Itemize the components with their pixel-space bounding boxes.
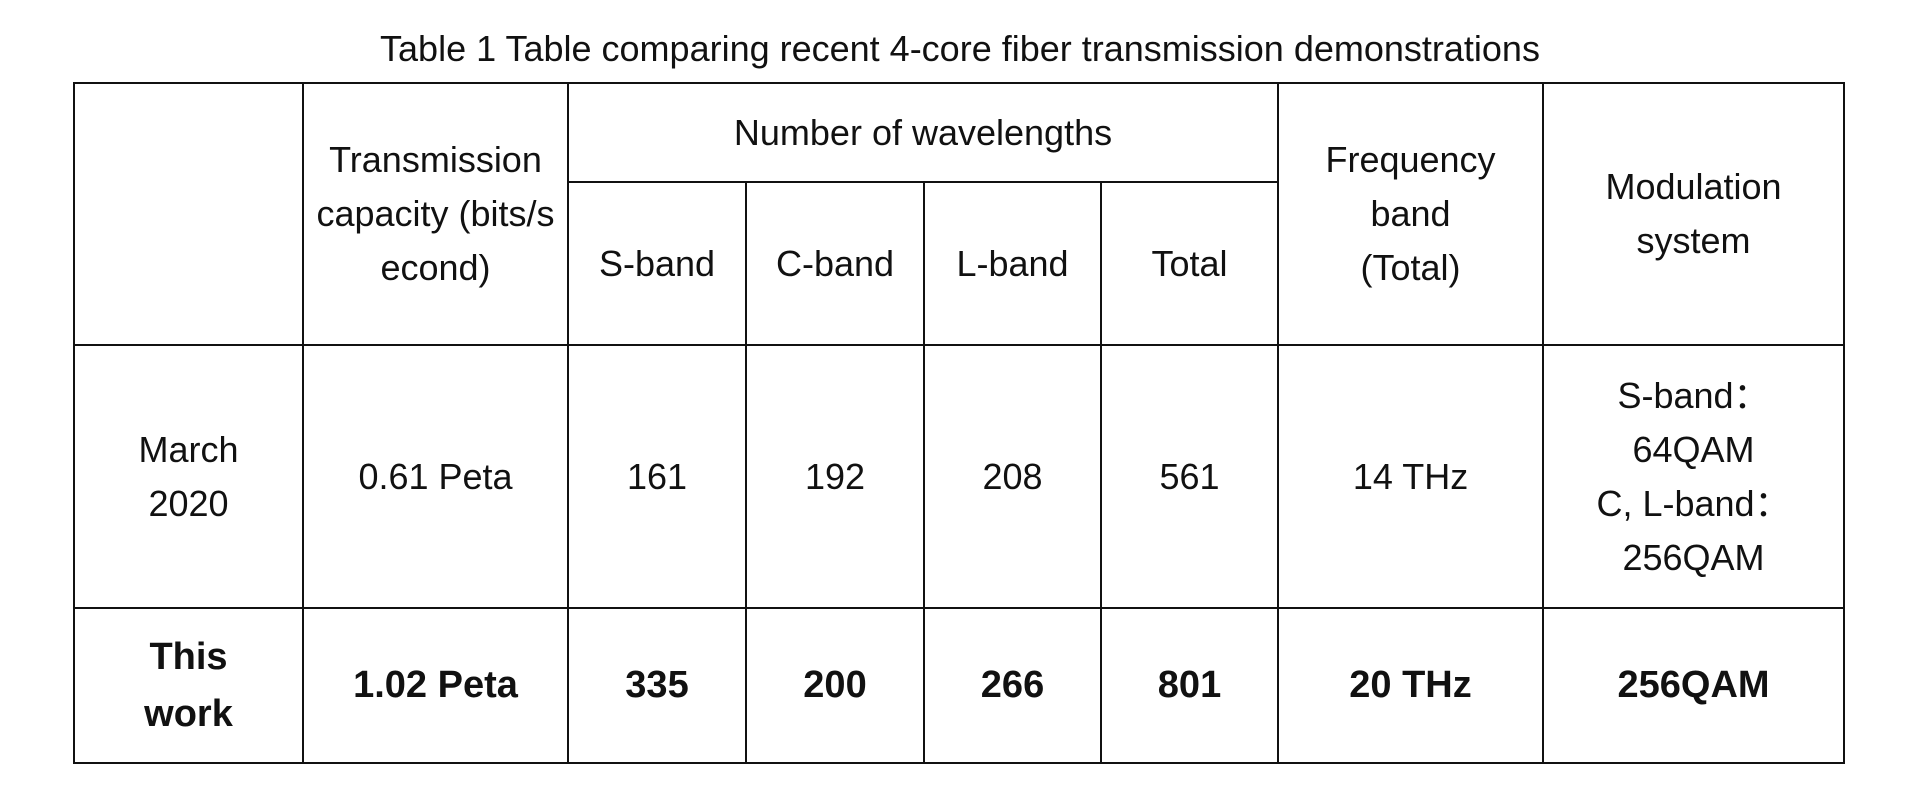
table-cell: 266	[923, 607, 1102, 764]
header-cell: Modulation system	[1542, 82, 1846, 346]
header-cell: Number of wavelengths	[566, 82, 1280, 183]
table-cell: 192	[745, 344, 925, 609]
table-cell: 335	[567, 607, 747, 764]
table-cell: S-band： 64QAM C, L-band： 256QAM	[1542, 344, 1846, 609]
table-cell: 14 THz	[1277, 344, 1545, 609]
cell-line: 64QAM	[1632, 428, 1755, 470]
cell-line: 256QAM	[1622, 536, 1765, 578]
table-cell: 0.61 Peta	[302, 344, 569, 609]
table-cell: March 2020	[73, 344, 304, 609]
header-cell: Total	[1099, 181, 1280, 346]
table-cell: This work	[73, 607, 304, 764]
header-cell: Frequency band (Total)	[1277, 82, 1545, 346]
header-cell: C-band	[745, 181, 925, 346]
table-cell: 208	[923, 344, 1102, 609]
table-cell: 20 THz	[1277, 607, 1545, 764]
header-cell: L-band	[923, 181, 1102, 346]
subheader-row: S-band C-band L-band Total	[74, 181, 1844, 346]
header-line: Frequency	[1325, 139, 1496, 180]
table-cell: 200	[745, 607, 925, 764]
data-row: This work 1.02 Peta 335 200 266 801 20 THz 256Q…	[73, 607, 1846, 764]
table-caption: Table 1 Table comparing recent 4-core fi…	[380, 28, 1540, 69]
table-cell: 161	[567, 344, 747, 609]
header-line: band	[1370, 193, 1451, 234]
corner-cell	[73, 82, 304, 346]
header-row: Transmission capacity (bits/second) Numb…	[73, 82, 1846, 346]
table-cell: 1.02 Peta	[302, 607, 569, 764]
data-row: March 2020 0.61 Peta 161 192 208 561 14 THz S-b…	[73, 344, 1846, 609]
header-cell: S-band	[567, 181, 747, 346]
table-cell: 561	[1099, 344, 1280, 609]
cell-line: S-band：	[1617, 374, 1770, 416]
table-cell: 801	[1099, 607, 1280, 764]
header-cell: Transmission capacity (bits/second)	[302, 82, 569, 346]
cell-line: 256QAM	[1617, 664, 1770, 706]
header-line: (Total)	[1360, 247, 1461, 288]
cell-line: C, L-band：	[1596, 482, 1791, 524]
table-cell: 256QAM	[1542, 607, 1846, 764]
comparison-table: Transmission capacity (bits/second) Numb…	[73, 82, 1846, 764]
